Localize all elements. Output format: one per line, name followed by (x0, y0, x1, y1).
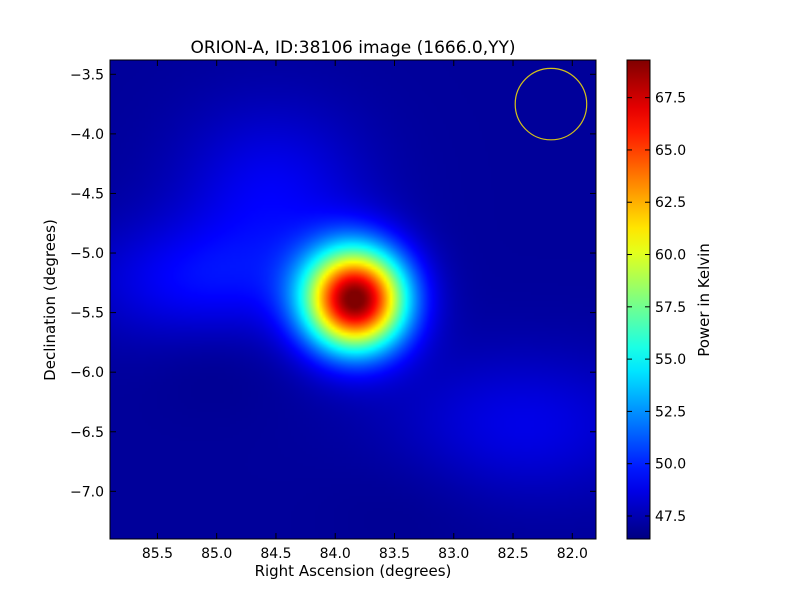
colorbar-tick-label: 62.5 (655, 195, 686, 211)
colorbar-ticks: 47.5 50.0 52.5 55.0 57.5 60.0 62.5 65.0 67.5 (627, 91, 686, 525)
x-tick-label: 83.0 (438, 546, 469, 562)
colorbar (626, 59, 651, 540)
colorbar-tick-label: 50.0 (655, 457, 686, 473)
chart-title: ORION-A, ID:38106 image (1666.0,YY) (190, 38, 515, 58)
x-tick-label: 85.5 (142, 546, 173, 562)
plot-frame (109, 59, 597, 540)
y-tick-label: −3.5 (70, 67, 104, 83)
x-tick-label: 83.5 (379, 546, 410, 562)
colorbar-tick-label: 47.5 (655, 509, 686, 525)
beam-circle (514, 67, 588, 141)
colorbar-tick-label: 52.5 (655, 404, 686, 420)
x-tick-label: 82.5 (497, 546, 528, 562)
y-tick-label: −5.5 (70, 306, 104, 322)
colorbar-tick-label: 55.0 (655, 352, 686, 368)
y-tick-label: −4.0 (70, 127, 104, 143)
colorbar-tick-label: 60.0 (655, 248, 686, 264)
x-tick-label: 84.0 (320, 546, 351, 562)
x-tick-label: 84.5 (260, 546, 291, 562)
y-tick-label: −7.0 (70, 484, 104, 500)
colorbar-tick-label: 65.0 (655, 143, 686, 159)
y-tick-label: −4.5 (70, 186, 104, 202)
x-axis-ticks: 85.5 85.0 84.5 84.0 83.5 83.0 82.5 82.0 (142, 60, 588, 562)
x-axis-label: Right Ascension (degrees) (255, 562, 452, 580)
y-tick-label: −5.0 (70, 246, 104, 262)
y-tick-label: −6.5 (70, 425, 104, 441)
colorbar-tick-label: 57.5 (655, 300, 686, 316)
y-tick-label: −6.0 (70, 365, 104, 381)
heatmap-image (110, 60, 596, 539)
y-axis-label: Declination (degrees) (41, 219, 59, 381)
colorbar-tick-label: 67.5 (655, 91, 686, 107)
colorbar-label: Power in Kelvin (695, 243, 713, 357)
heatmap-plot-area (110, 60, 596, 539)
x-tick-label: 82.0 (557, 546, 588, 562)
y-axis-ticks: −3.5 −4.0 −4.5 −5.0 −5.5 −6.0 −6.5 −7.0 (70, 67, 596, 500)
x-tick-label: 85.0 (201, 546, 232, 562)
